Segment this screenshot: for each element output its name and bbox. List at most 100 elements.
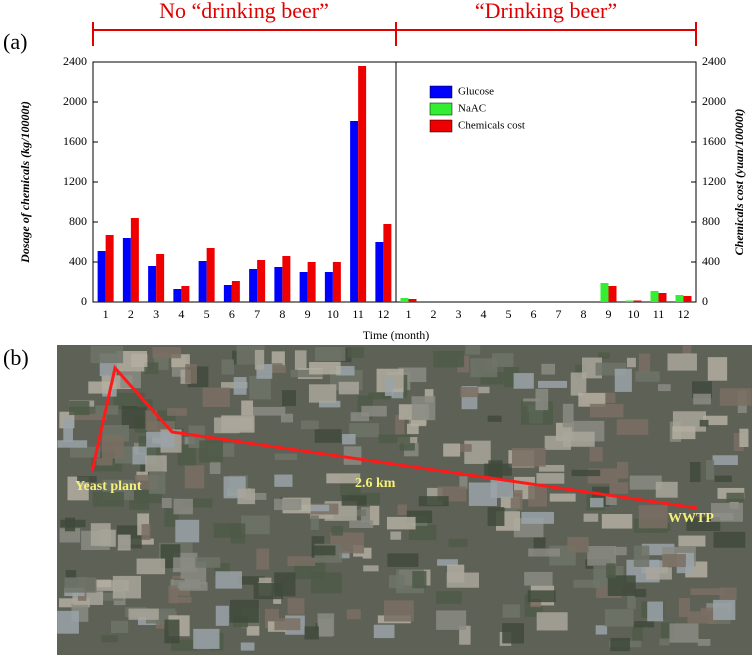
map-block — [578, 392, 606, 407]
map-block — [470, 358, 498, 378]
map-block — [274, 453, 298, 460]
map-block — [95, 580, 129, 591]
bar — [608, 286, 617, 302]
x-tick-label: 10 — [628, 307, 640, 321]
map-block — [433, 351, 465, 368]
x-tick-label: 11 — [352, 307, 364, 321]
map-block — [57, 610, 79, 634]
satellite-map — [57, 345, 752, 655]
x-tick-label: 5 — [204, 307, 210, 321]
map-block — [167, 408, 187, 416]
map-block — [215, 605, 229, 626]
map-block — [331, 526, 343, 536]
bar — [206, 248, 215, 302]
map-block — [606, 563, 616, 579]
map-block — [436, 610, 467, 630]
map-block — [144, 362, 159, 375]
map-block — [237, 576, 265, 585]
map-block — [530, 598, 542, 608]
map-block — [562, 403, 574, 428]
map-block — [274, 474, 293, 487]
map-block — [59, 528, 81, 543]
legend-swatch — [429, 119, 453, 133]
bar — [683, 296, 692, 302]
map-block — [390, 531, 402, 540]
map-block — [418, 496, 449, 507]
map-block — [171, 639, 197, 651]
map-block — [246, 626, 260, 636]
map-block — [632, 624, 643, 642]
x-tick-label: 3 — [456, 307, 462, 321]
map-block — [349, 520, 374, 529]
map-block — [346, 609, 361, 620]
map-block — [635, 371, 660, 382]
map-block — [294, 350, 307, 370]
map-block — [575, 364, 586, 379]
map-block — [614, 546, 627, 556]
bar — [375, 242, 384, 302]
map-block — [310, 515, 319, 531]
y-tick-label: 800 — [69, 214, 87, 228]
map-block — [484, 463, 512, 476]
map-block — [193, 628, 220, 649]
map-block — [249, 375, 271, 400]
map-block — [90, 345, 124, 364]
map-block — [714, 475, 732, 482]
x-axis-label: Time (month) — [363, 328, 430, 342]
map-block — [141, 524, 151, 541]
map-block — [527, 590, 556, 603]
map-block — [733, 432, 744, 451]
map-block — [378, 434, 411, 444]
map-block — [638, 353, 651, 373]
map-block — [460, 387, 479, 398]
x-tick-label: 6 — [229, 307, 235, 321]
bar — [122, 238, 131, 302]
map-block — [647, 601, 664, 622]
map-block — [707, 357, 728, 381]
map-block — [179, 582, 208, 591]
map-block — [391, 388, 404, 399]
y2-axis-label: Chemicals cost (yuan/10000t) — [732, 109, 746, 256]
bar — [625, 300, 634, 302]
map-block — [598, 352, 610, 359]
map-block — [131, 353, 148, 367]
map-block — [605, 495, 617, 506]
bar — [650, 291, 659, 302]
x-tick-label: 4 — [178, 307, 184, 321]
x-tick-label: 2 — [128, 307, 134, 321]
map-block — [634, 588, 647, 598]
map-block — [67, 476, 89, 501]
map-block — [362, 547, 372, 559]
map-block — [487, 415, 502, 422]
map-block — [614, 368, 632, 392]
x-tick-label: 12 — [678, 307, 690, 321]
y-axis-label: Dosage of chemicals (kg/10000t) — [18, 101, 32, 264]
x-tick-label: 9 — [606, 307, 612, 321]
bar — [658, 293, 667, 302]
map-block — [96, 579, 112, 588]
map-block — [601, 513, 633, 529]
map-block — [468, 482, 497, 506]
map-block — [342, 434, 356, 445]
map-block — [411, 396, 436, 421]
map-block — [326, 473, 361, 484]
map-block — [536, 473, 565, 484]
map-block — [101, 435, 124, 459]
map-block — [492, 353, 514, 367]
map-block — [510, 493, 522, 509]
map-block — [184, 465, 205, 489]
map-block — [549, 493, 576, 502]
map-label: Yeast plant — [75, 479, 142, 494]
legend-swatch — [429, 102, 453, 116]
bar — [332, 262, 341, 302]
bar — [181, 286, 190, 302]
bar — [282, 256, 291, 302]
map-block — [502, 623, 524, 644]
map-block — [604, 609, 634, 627]
map-block — [678, 535, 706, 547]
map-block — [369, 505, 380, 526]
y-tick-label: 400 — [69, 254, 87, 268]
map-block — [638, 505, 668, 529]
map-block — [221, 359, 235, 375]
y2-tick-label: 0 — [702, 294, 708, 308]
